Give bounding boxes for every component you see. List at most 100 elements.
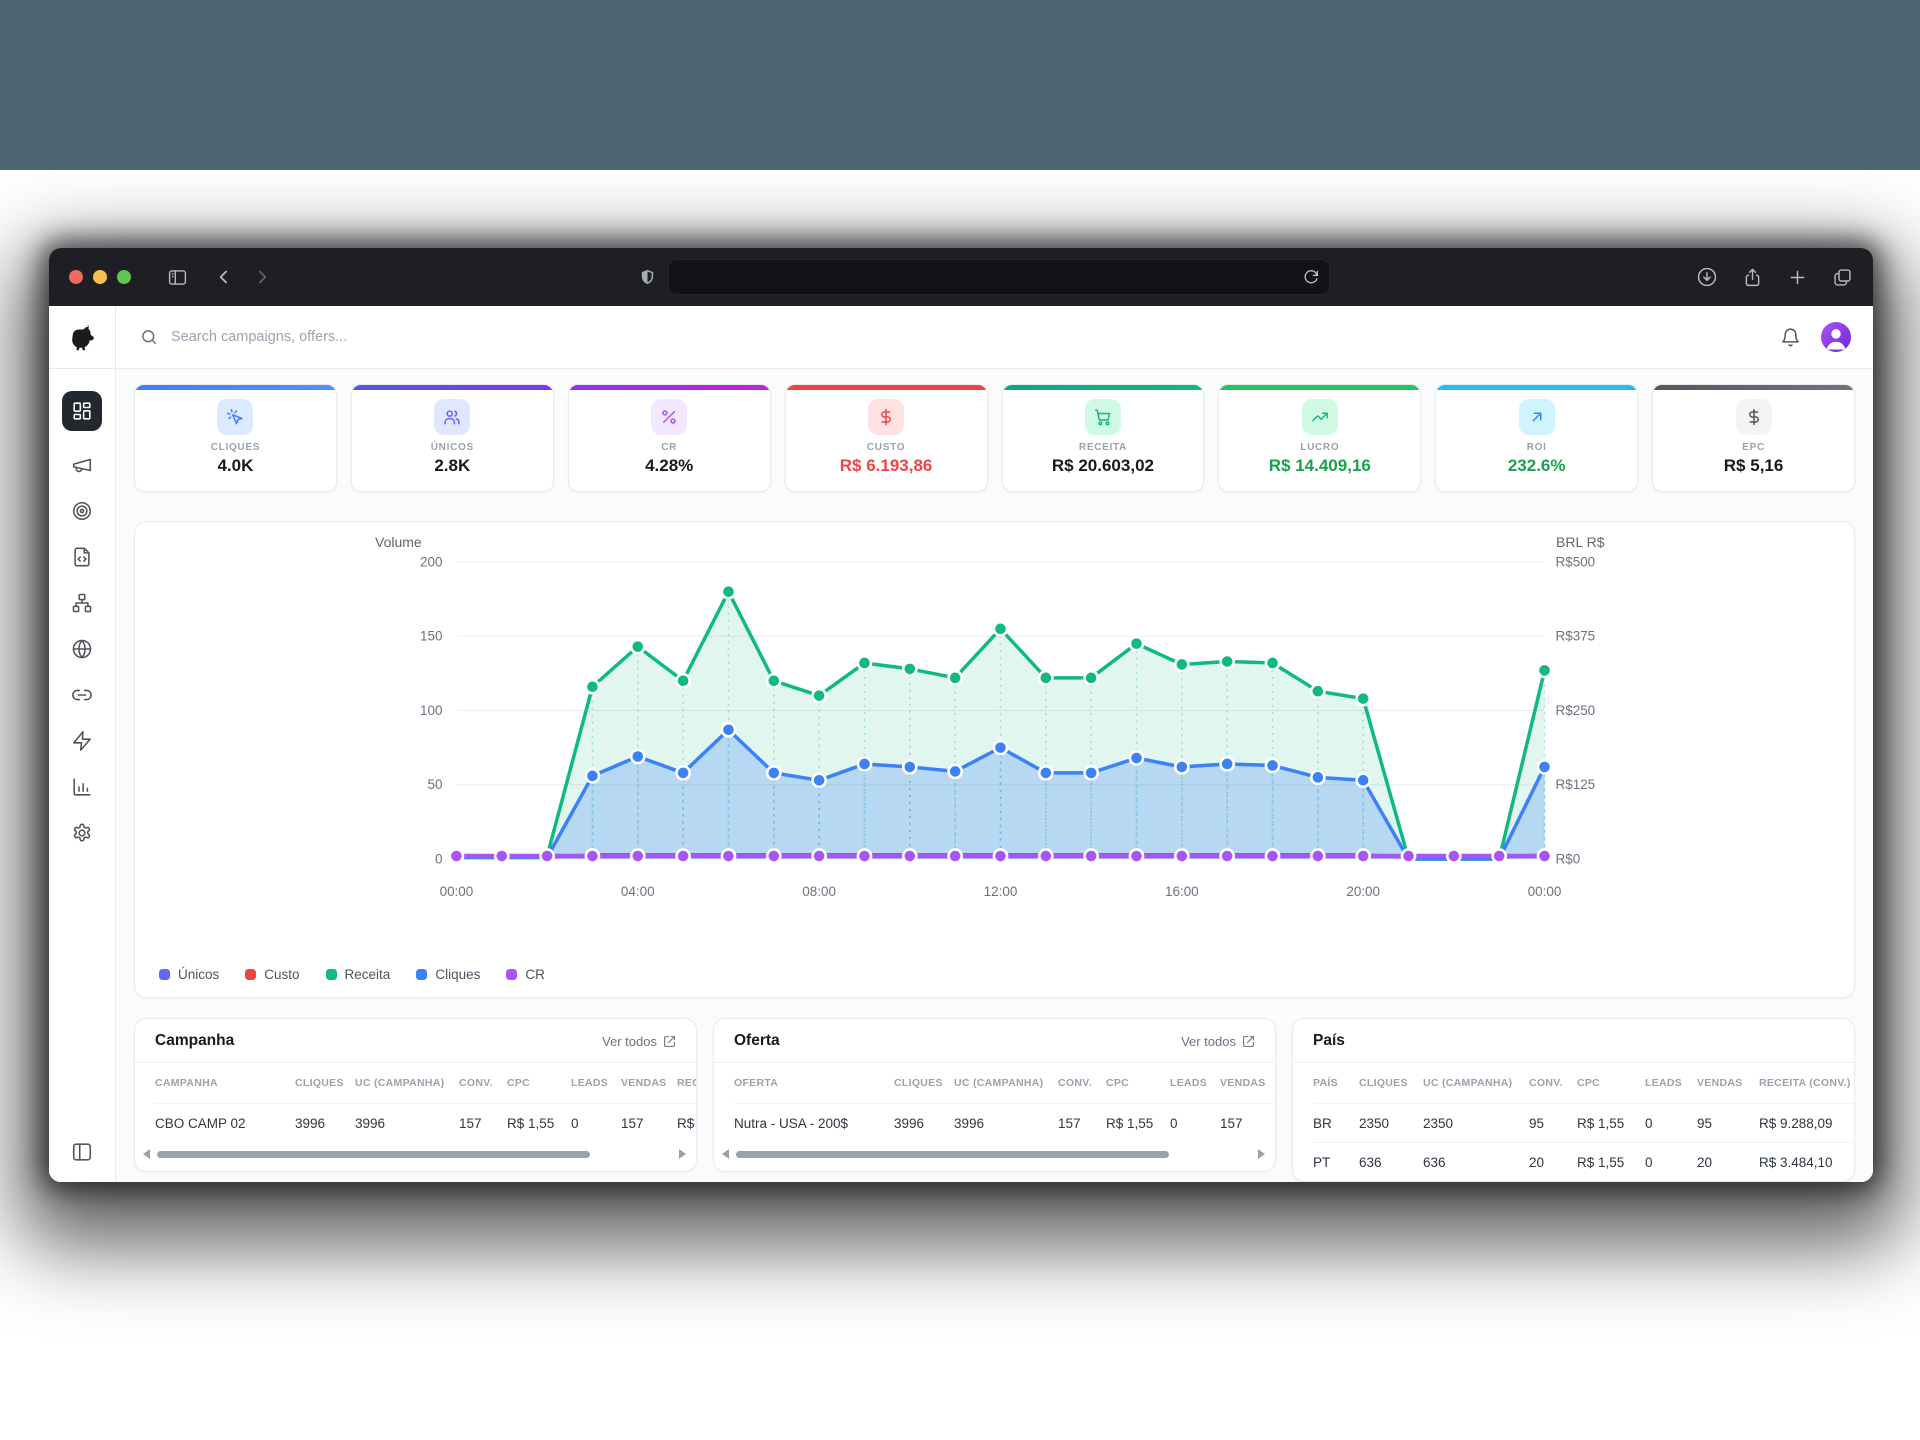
horizontal-scrollbar[interactable] <box>722 1145 1265 1163</box>
kpi-accent-bar <box>785 385 987 390</box>
downloads-icon[interactable] <box>1696 266 1718 288</box>
chart-legend: Únicos Custo Receita Cliques CR <box>159 967 545 982</box>
view-all-link[interactable]: Ver todos <box>602 1034 676 1049</box>
sidebar-item-megaphone[interactable] <box>70 453 94 477</box>
table-cell: 3996 <box>355 1115 386 1131</box>
kpi-card-roi[interactable]: ROI 232.6% <box>1435 384 1639 492</box>
legend-item-únicos[interactable]: Únicos <box>159 967 219 982</box>
app-header <box>116 306 1873 369</box>
kpi-card-custo[interactable]: CUSTO R$ 6.193,86 <box>784 384 988 492</box>
legend-item-cliques[interactable]: Cliques <box>416 967 480 982</box>
legend-item-custo[interactable]: Custo <box>245 967 300 982</box>
view-all-link[interactable]: Ver todos <box>1181 1034 1255 1049</box>
url-bar[interactable] <box>667 259 1330 295</box>
table-cell: 2350 <box>1359 1115 1390 1131</box>
scrollbar-track[interactable] <box>157 1150 672 1158</box>
column-header: PAÍS <box>1313 1077 1338 1089</box>
table-row[interactable]: Nutra - USA - 200$ 3996 3996 157 R$ 1,55 0 157… <box>734 1103 1275 1142</box>
scrollbar-thumb[interactable] <box>157 1150 590 1158</box>
sidebar-item-globe[interactable] <box>70 637 94 661</box>
table-header-row: CAMPANHA CLIQUES UC (CAMPANHA) CONV. CPC LEAD… <box>155 1063 696 1103</box>
global-search[interactable] <box>140 328 1780 346</box>
table-row[interactable]: CBO CAMP 02 3996 3996 157 R$ 1,55 0 157 R$ <box>155 1103 696 1142</box>
minimize-window-button[interactable] <box>93 270 107 284</box>
legend-item-receita[interactable]: Receita <box>325 967 391 982</box>
table-cell: 636 <box>1359 1154 1382 1170</box>
dog-logo-icon <box>72 324 94 351</box>
svg-text:R$250: R$250 <box>1556 703 1596 718</box>
legend-swatch <box>325 969 337 980</box>
kpi-value: 232.6% <box>1507 456 1566 475</box>
kpi-label: CUSTO <box>866 442 906 453</box>
privacy-shield-icon[interactable] <box>639 267 656 287</box>
scroll-right-arrow[interactable] <box>1258 1149 1265 1159</box>
sidebar-item-bar-chart[interactable] <box>70 775 94 799</box>
kpi-card-únicos[interactable]: ÚNICOS 2.8K <box>350 384 554 492</box>
scroll-left-arrow[interactable] <box>143 1149 150 1159</box>
kpi-value: R$ 5,16 <box>1723 456 1784 475</box>
browser-sidebar-toggle-icon[interactable] <box>167 267 188 288</box>
kpi-card-receita[interactable]: RECEITA R$ 20.603,02 <box>1001 384 1205 492</box>
browser-forward-icon[interactable] <box>252 267 272 287</box>
main-column: CLIQUES 4.0K ÚNICOS 2.8K CR 4.28% CUSTO R$ 6.19… <box>116 306 1873 1182</box>
sidebar-item-link[interactable] <box>70 683 94 707</box>
browser-back-icon[interactable] <box>214 267 234 287</box>
sidebar-item-sitemap[interactable] <box>70 591 94 615</box>
legend-swatch <box>245 969 257 980</box>
kpi-card-cliques[interactable]: CLIQUES 4.0K <box>134 384 337 492</box>
table-row[interactable]: BR 2350 2350 95 R$ 1,55 0 95 R$ 9.288,09 <box>1313 1103 1854 1142</box>
collapse-sidebar-icon[interactable] <box>70 1140 94 1182</box>
table-cell: R$ 1,55 <box>1577 1154 1625 1170</box>
table-cell: 20 <box>1529 1154 1545 1170</box>
tab-overview-icon[interactable] <box>1832 267 1853 288</box>
svg-text:R$0: R$0 <box>1556 851 1581 866</box>
bell-icon[interactable] <box>1780 327 1801 348</box>
kpi-card-cr[interactable]: CR 4.28% <box>567 384 771 492</box>
horizontal-scrollbar[interactable] <box>143 1145 686 1163</box>
scrollbar-thumb[interactable] <box>736 1150 1169 1158</box>
table-cell: R$ 1,55 <box>507 1115 555 1131</box>
dollar-icon <box>1735 399 1772 435</box>
column-header: VENDAS <box>1220 1077 1266 1089</box>
external-link-icon <box>1242 1035 1255 1048</box>
kpi-card-epc[interactable]: EPC R$ 5,16 <box>1652 384 1855 492</box>
table-row[interactable]: PT 636 636 20 R$ 1,55 0 20 R$ 3.484,10 <box>1313 1142 1854 1181</box>
share-icon[interactable] <box>1742 267 1763 288</box>
scroll-left-arrow[interactable] <box>722 1149 729 1159</box>
sidebar-item-target[interactable] <box>70 499 94 523</box>
table-cell: 3996 <box>894 1115 925 1131</box>
user-avatar[interactable] <box>1821 322 1851 352</box>
column-header: LEADS <box>1645 1077 1683 1089</box>
reload-icon[interactable] <box>1303 269 1319 285</box>
table-cell: 0 <box>571 1115 579 1131</box>
sidebar-item-zap[interactable] <box>70 729 94 753</box>
scrollbar-track[interactable] <box>736 1150 1251 1158</box>
timeseries-chart[interactable]: 200 R$500 150 R$375 100 R$250 50 R$125 0 R$0 00:00… <box>135 522 1854 997</box>
sidebar-item-dashboard[interactable] <box>62 391 102 431</box>
cart-icon <box>1084 399 1121 435</box>
browser-titlebar <box>49 248 1873 306</box>
scroll-right-arrow[interactable] <box>679 1149 686 1159</box>
kpi-label: EPC <box>1742 442 1765 453</box>
table-title: Oferta <box>734 1032 780 1049</box>
new-tab-icon[interactable] <box>1787 267 1808 288</box>
column-header: CAMPANHA <box>155 1077 218 1089</box>
sidebar-item-file-code[interactable] <box>70 545 94 569</box>
sidebar-item-gear[interactable] <box>70 821 94 845</box>
maximize-window-button[interactable] <box>117 270 131 284</box>
bar-chart-icon <box>71 776 93 798</box>
table-cell: R$ 9.288,09 <box>1759 1115 1833 1131</box>
legend-label: Receita <box>344 967 391 982</box>
table-card-campanha: Campanha Ver todos CAMPANHA CLIQUES UC (CAMP… <box>134 1018 697 1172</box>
breakdown-tables-row: Campanha Ver todos CAMPANHA CLIQUES UC (CAMP… <box>134 1018 1855 1182</box>
close-window-button[interactable] <box>69 270 83 284</box>
kpi-value: 4.28% <box>645 456 694 475</box>
search-input[interactable] <box>169 328 593 346</box>
kpi-card-lucro[interactable]: LUCRO R$ 14.409,16 <box>1218 384 1422 492</box>
svg-text:00:00: 00:00 <box>1528 884 1562 899</box>
legend-item-cr[interactable]: CR <box>506 967 545 982</box>
app-logo[interactable] <box>49 306 115 369</box>
table-cell: 0 <box>1170 1115 1178 1131</box>
svg-text:50: 50 <box>427 777 442 792</box>
dollar-icon <box>868 399 905 435</box>
